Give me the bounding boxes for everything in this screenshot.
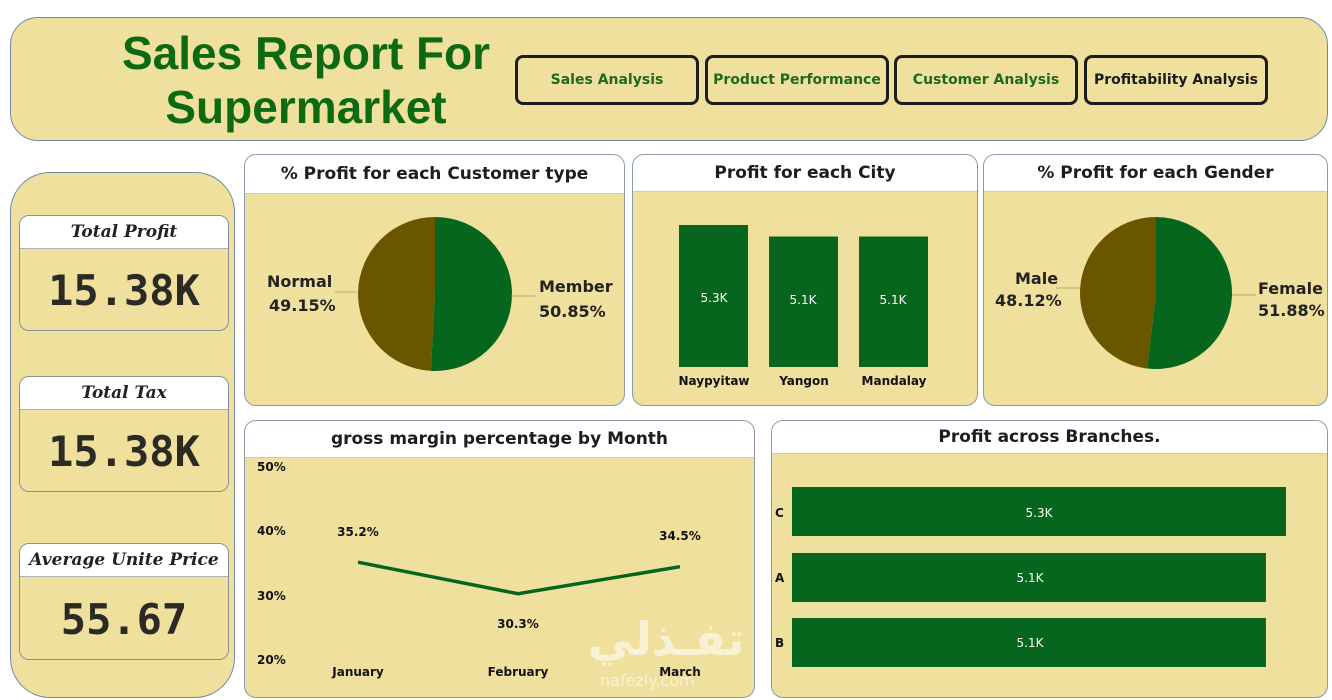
- kpi-panel: Total Profit 15.38K Total Tax 15.38K Ave…: [10, 172, 235, 698]
- bar-category-b: B: [775, 636, 784, 650]
- bar-category-mandalay: Mandalay: [862, 374, 927, 388]
- gross-margin-line: [357, 560, 681, 596]
- bar-value-a: 5.1K: [1017, 571, 1045, 585]
- kpi-value: 15.38K: [48, 266, 200, 315]
- bar-category-c: C: [775, 506, 784, 520]
- pie-slice-female: [1147, 217, 1232, 369]
- kpi-title: Total Profit: [20, 216, 228, 249]
- branch-profit-bar-chart: C A B 5.3K 5.1K 5.1K: [775, 487, 1286, 667]
- data-label-february: 30.3%: [497, 617, 539, 631]
- city-profit-bar-chart: 5.3K 5.1K 5.1K Naypyitaw Yangon Mandalay: [678, 225, 928, 388]
- pie-label-normal: Normal: [267, 272, 332, 291]
- y-tick-label: 40%: [257, 524, 286, 538]
- pie-label-male: Male: [1015, 269, 1058, 288]
- kpi-card-average-unit-price: Average Unite Price 55.67: [19, 543, 229, 660]
- kpi-value: 15.38K: [48, 427, 200, 476]
- bar-value-b: 5.1K: [1017, 636, 1045, 650]
- bar-value-yangon: 5.1K: [790, 293, 818, 307]
- customer-type-pie-chart: Member 50.85% Normal 49.15%: [267, 217, 613, 371]
- pie-value-member: 50.85%: [539, 302, 606, 321]
- kpi-title: Total Tax: [20, 377, 228, 410]
- gender-pie-chart: Female 51.88% Male 48.12%: [995, 217, 1325, 369]
- pie-value-male: 48.12%: [995, 291, 1062, 310]
- y-tick-label: 50%: [257, 460, 286, 474]
- gross-margin-card: gross margin percentage by Month 50% 40%…: [244, 420, 755, 698]
- bar-value-naypyitaw: 5.3K: [701, 291, 729, 305]
- city-profit-card: Profit for each City 5.3K 5.1K 5.1K Nayp…: [632, 154, 978, 406]
- bar-branch-c: [792, 487, 1286, 536]
- bar-value-c: 5.3K: [1026, 506, 1054, 520]
- bar-category-a: A: [775, 571, 785, 585]
- pie-value-normal: 49.15%: [269, 296, 336, 315]
- kpi-title: Average Unite Price: [20, 544, 228, 577]
- watermark-url: nafezly.com: [600, 671, 695, 690]
- pie-slice-member: [430, 217, 512, 371]
- nav-customer-analysis-button[interactable]: Customer Analysis: [894, 55, 1078, 105]
- chart-title: % Profit for each Customer type: [245, 155, 624, 194]
- data-label-march: 34.5%: [659, 529, 701, 543]
- pie-label-female: Female: [1258, 279, 1323, 298]
- chart-title: gross margin percentage by Month: [245, 421, 754, 458]
- gross-margin-line-chart: 50% 40% 30% 20% 35.2% 30.3% 34.5% Januar…: [257, 460, 701, 679]
- bar-naypyitaw: [679, 225, 748, 367]
- chart-title: Profit for each City: [633, 155, 977, 192]
- chart-title: Profit across Branches.: [772, 421, 1327, 454]
- branch-profit-card: Profit across Branches. C A B 5.3K 5.1K …: [771, 420, 1328, 698]
- gender-card: % Profit for each Gender Female 51.88% M…: [983, 154, 1328, 406]
- bar-yangon: [769, 236, 838, 367]
- customer-type-card: % Profit for each Customer type Member 5…: [244, 154, 625, 406]
- nav-product-performance-button[interactable]: Product Performance: [705, 55, 889, 105]
- pie-value-female: 51.88%: [1258, 301, 1325, 320]
- pie-slice-normal: [357, 217, 435, 371]
- kpi-card-total-tax: Total Tax 15.38K: [19, 376, 229, 492]
- x-category-january: January: [331, 665, 384, 679]
- y-tick-label: 30%: [257, 589, 286, 603]
- x-category-march: March: [659, 665, 701, 679]
- bar-category-naypyitaw: Naypyitaw: [678, 374, 749, 388]
- bar-category-yangon: Yangon: [778, 374, 829, 388]
- watermark: تفـذلي: [588, 612, 745, 666]
- page-title: Sales Report For Supermarket: [121, 27, 491, 133]
- data-label-january: 35.2%: [337, 525, 379, 539]
- kpi-value: 55.67: [60, 595, 188, 644]
- bar-mandalay: [859, 236, 928, 367]
- y-tick-label: 20%: [257, 653, 286, 667]
- x-category-february: February: [488, 665, 549, 679]
- pie-slice-male: [1080, 217, 1156, 369]
- header-panel: Sales Report For Supermarket Sales Analy…: [10, 17, 1328, 141]
- bar-branch-b: [792, 618, 1266, 667]
- chart-title: % Profit for each Gender: [984, 155, 1327, 192]
- bar-branch-a: [792, 553, 1266, 602]
- bar-value-mandalay: 5.1K: [880, 293, 908, 307]
- pie-label-member: Member: [539, 277, 613, 296]
- kpi-card-total-profit: Total Profit 15.38K: [19, 215, 229, 331]
- nav-profitability-analysis-button[interactable]: Profitability Analysis: [1084, 55, 1268, 105]
- nav-sales-analysis-button[interactable]: Sales Analysis: [515, 55, 699, 105]
